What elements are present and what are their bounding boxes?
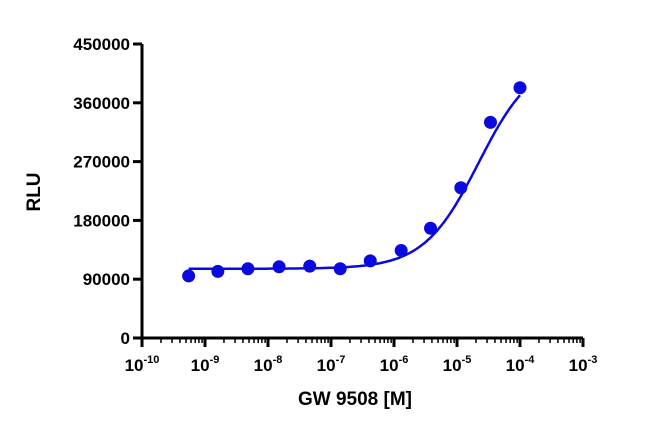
x-axis-title: GW 9508 [M] bbox=[298, 389, 412, 410]
data-point bbox=[394, 243, 408, 257]
data-point bbox=[272, 260, 286, 274]
data-point bbox=[363, 254, 377, 268]
x-tick-label: 10-9 bbox=[191, 354, 220, 375]
data-point bbox=[483, 115, 497, 129]
y-tick-label: 450000 bbox=[73, 35, 130, 54]
x-tick-label: 10-6 bbox=[380, 354, 409, 375]
data-point bbox=[333, 262, 347, 276]
data-point bbox=[303, 259, 317, 273]
x-tick-label: 10-10 bbox=[125, 354, 160, 375]
data-point bbox=[513, 81, 527, 95]
data-point bbox=[211, 264, 225, 278]
y-tick-label: 270000 bbox=[73, 153, 130, 172]
x-tick-label: 10-8 bbox=[254, 354, 283, 375]
data-point bbox=[182, 269, 196, 283]
x-tick-label: 10-5 bbox=[443, 354, 472, 375]
y-axis-title: RLU bbox=[24, 172, 45, 211]
x-axis: 10-10 10-9 10-8 10-7 10-6 10-5 10-4 10-3 bbox=[125, 336, 598, 375]
fit-curve bbox=[188, 94, 521, 270]
x-tick-label: 10-4 bbox=[506, 354, 536, 375]
x-tick-label: 10-7 bbox=[317, 354, 346, 375]
plot-area bbox=[182, 81, 527, 283]
y-tick-label: 0 bbox=[121, 329, 130, 348]
y-axis: 0 90000 180000 270000 360000 450000 bbox=[73, 35, 144, 348]
data-point bbox=[424, 221, 438, 235]
data-point bbox=[454, 181, 468, 195]
y-tick-label: 90000 bbox=[83, 270, 130, 289]
y-tick-label: 360000 bbox=[73, 94, 130, 113]
x-tick-label: 10-3 bbox=[569, 354, 598, 375]
data-point bbox=[241, 262, 255, 276]
y-tick-label: 180000 bbox=[73, 211, 130, 230]
